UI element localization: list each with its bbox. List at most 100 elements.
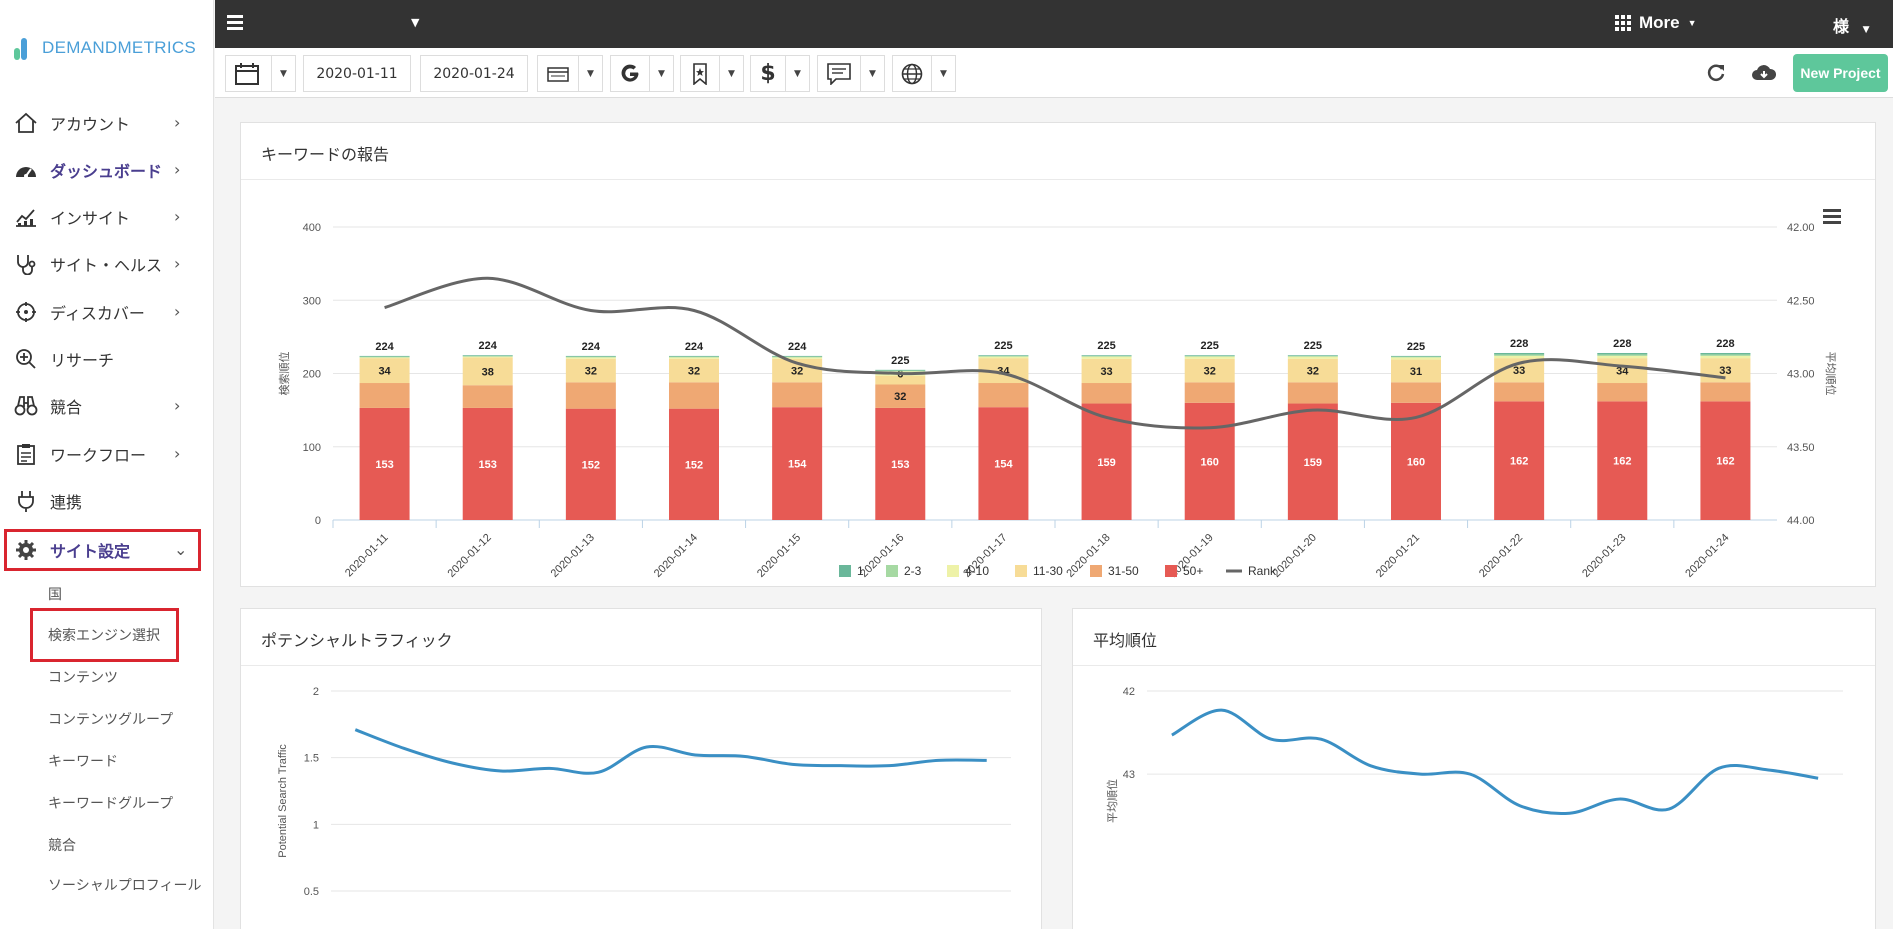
bar-segment-31-50 (566, 382, 616, 408)
bar-segment-2-3 (1597, 354, 1647, 355)
bar-segment-31-50 (669, 382, 719, 408)
bar-segment-2-3 (978, 356, 1028, 357)
sidebar-subitem-7[interactable]: 競合 (48, 835, 76, 855)
bar-segment-31-50 (360, 383, 410, 408)
data-label: 160 (1201, 456, 1219, 468)
sidebar-subitem-3[interactable]: コンテンツ (48, 667, 118, 687)
cloud-download-icon[interactable] (1751, 62, 1777, 88)
bar-segment-4-10 (1082, 357, 1132, 359)
bar-segment-1 (1288, 355, 1338, 356)
currency-button[interactable]: $ (750, 55, 786, 92)
grid-icon (1615, 15, 1631, 31)
y2-tick-label: 42.50 (1787, 295, 1815, 307)
region-caret-button[interactable]: ▼ (931, 55, 956, 92)
x-tick-label: 2020-01-20 (1271, 532, 1319, 580)
sidebar-item-4[interactable]: サイト・ヘルス › (0, 244, 214, 284)
data-label: 159 (1304, 457, 1322, 469)
y-tick-label: 43 (1123, 769, 1135, 781)
y-tick-label: 1 (313, 819, 319, 831)
bar-segment-31-50 (772, 382, 822, 407)
new-project-button[interactable]: New Project (1793, 54, 1888, 92)
legend-label: Rank (1248, 564, 1277, 578)
avg-rank-panel: 平均順位 42 43 平均順位 (1072, 608, 1876, 929)
sidebar-item-9[interactable]: 連携 (0, 481, 214, 521)
sidebar-item-5[interactable]: ディスカバー › (0, 292, 214, 332)
y-tick-label: 100 (303, 442, 321, 454)
insight-icon (14, 206, 38, 228)
bar-segment-2-3 (360, 357, 410, 358)
brand-name: DEMANDMETRICS (42, 38, 196, 58)
bar-segment-1 (1391, 356, 1441, 357)
start-date-field[interactable]: 2020-01-11 (303, 55, 411, 92)
user-caret-icon: ▼ (1863, 25, 1870, 35)
plug-icon (14, 490, 38, 512)
bar-segment-2-3 (1700, 354, 1750, 355)
calendar-icon (235, 63, 259, 85)
sidebar-item-7[interactable]: 競合 › (0, 386, 214, 426)
series-line (355, 730, 986, 774)
calendar-dropdown-button[interactable] (225, 55, 272, 92)
sidebar-item-6[interactable]: リサーチ (0, 339, 214, 379)
data-label: 153 (891, 459, 909, 471)
bar-segment-1 (1597, 353, 1647, 354)
search-engine-caret-button[interactable]: ▼ (649, 55, 674, 92)
search-engine-button[interactable] (610, 55, 650, 92)
project-dropdown-caret-icon[interactable]: ▼ (411, 16, 419, 29)
sidebar-item-3[interactable]: インサイト › (0, 197, 214, 237)
legend-label: 50+ (1183, 564, 1203, 578)
bar-segment-1 (669, 356, 719, 357)
legend-label: 31-50 (1108, 564, 1139, 578)
sidebar: DEMANDMETRICS アカウント › ダッシュボード › インサイト › サイト・ヘル… (0, 0, 214, 929)
sidebar-item-label: ダッシュボード (50, 158, 162, 182)
x-tick-label: 2020-01-16 (858, 532, 906, 580)
sidebar-item-label: ワークフロー (50, 442, 146, 466)
keyword-report-title: キーワードの報告 (261, 141, 389, 165)
hamburger-menu-icon[interactable] (227, 15, 243, 29)
sidebar-item-1[interactable]: アカウント › (0, 103, 214, 143)
x-tick-label: 2020-01-13 (549, 532, 597, 580)
sidebar-subitem-8[interactable]: ソーシャルプロフィール (48, 877, 208, 896)
legend-swatch (1015, 565, 1027, 577)
currency-caret-button[interactable]: ▼ (785, 55, 810, 92)
sidebar-item-2[interactable]: ダッシュボード › (0, 150, 214, 190)
comments-caret-button[interactable]: ▼ (860, 55, 885, 92)
sidebar-subitem-6[interactable]: キーワードグループ (48, 793, 173, 813)
data-label: 32 (1307, 366, 1319, 378)
total-label: 224 (788, 341, 807, 353)
brand-logo[interactable]: DEMANDMETRICS (14, 36, 196, 60)
sidebar-item-8[interactable]: ワークフロー › (0, 434, 214, 474)
total-label: 228 (1716, 338, 1734, 350)
chevron-right-icon: › (174, 113, 188, 131)
chevron-right-icon: › (174, 396, 188, 414)
sidebar-subitem-4[interactable]: コンテンツグループ (48, 709, 173, 729)
caret-icon: ▼ (794, 69, 801, 79)
total-label: 224 (582, 341, 601, 353)
bar-segment-1 (1494, 353, 1544, 354)
user-menu[interactable]: 様 ▼ (1833, 13, 1870, 37)
calendar-caret-button[interactable]: ▼ (271, 55, 296, 92)
y2-tick-label: 44.00 (1787, 515, 1815, 527)
data-label: 33 (1513, 365, 1525, 377)
end-date-field[interactable]: 2020-01-24 (420, 55, 528, 92)
sidebar-subitem-5[interactable]: キーワード (48, 751, 118, 771)
compare-button[interactable] (537, 55, 579, 92)
data-label: 154 (994, 459, 1013, 471)
sidebar-subitem-1[interactable]: 国 (48, 584, 62, 604)
region-button[interactable] (892, 55, 932, 92)
chevron-right-icon: › (174, 207, 188, 225)
bar-segment-4-10 (463, 357, 513, 358)
bookmark-button[interactable] (680, 55, 720, 92)
comments-button[interactable] (817, 55, 861, 92)
compare-caret-button[interactable]: ▼ (578, 55, 603, 92)
start-date: 2020-01-11 (316, 66, 397, 82)
bookmark-caret-button[interactable]: ▼ (719, 55, 744, 92)
data-label: 32 (585, 366, 597, 378)
sidebar-item-label: 連携 (50, 489, 82, 513)
more-menu-button[interactable]: More ▼ (1615, 13, 1697, 33)
bar-segment-2-3 (669, 357, 719, 358)
bar-segment-4-10 (978, 357, 1028, 358)
refresh-icon[interactable] (1705, 62, 1727, 88)
traffic-chart: 0.511.52Potential Search Traffic (241, 665, 1043, 929)
y-tick-label: 400 (303, 222, 321, 234)
logo-mark-icon (14, 36, 34, 60)
